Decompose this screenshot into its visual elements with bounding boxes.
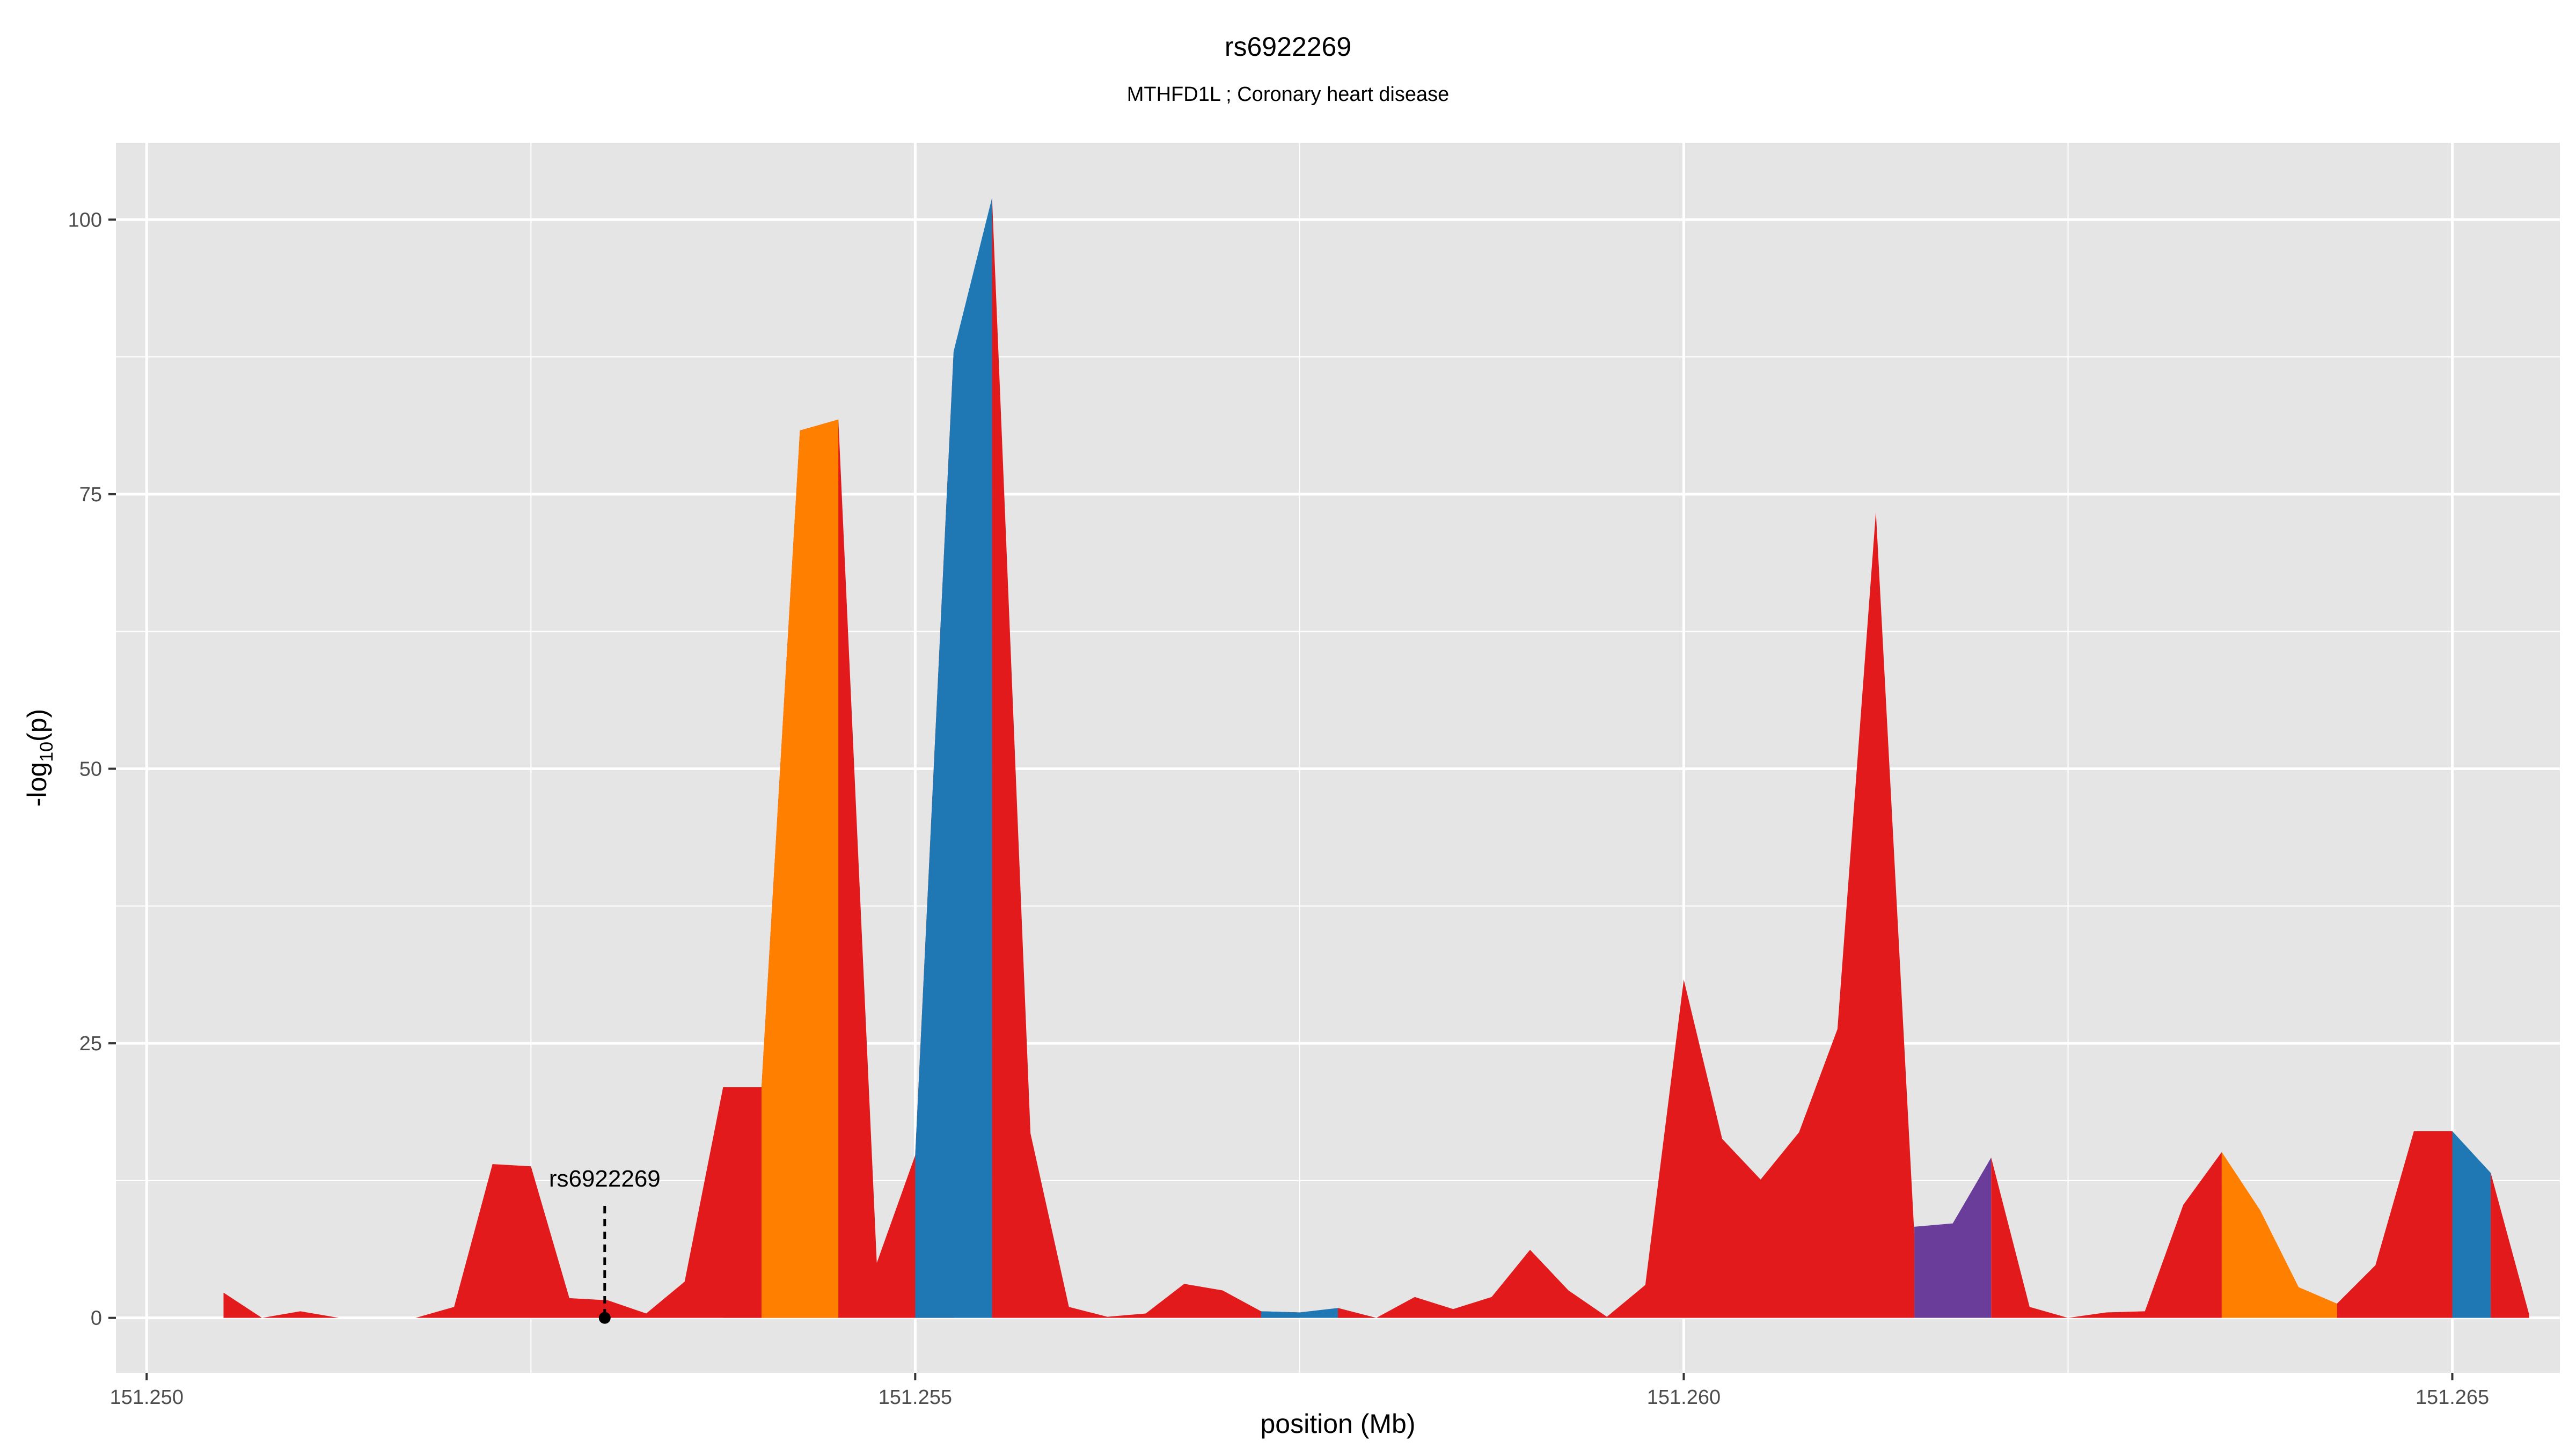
area-segment-red-12 <box>2491 1173 2529 1318</box>
y-axis: 0 25 50 75 100 <box>68 209 116 1330</box>
x-tick-label: 151.265 <box>2416 1386 2489 1409</box>
plot-panel <box>116 143 2560 1373</box>
y-tick-label: 75 <box>79 484 102 506</box>
area-segment-blue-11 <box>2452 1131 2491 1318</box>
y-tick-label: 25 <box>79 1033 102 1055</box>
area-segment-orange-9 <box>2221 1152 2337 1318</box>
area-segment-red-10 <box>2337 1131 2453 1318</box>
area-segment-purple-7 <box>1914 1157 1992 1318</box>
area-segment-orange-2 <box>761 419 839 1318</box>
x-tick-label: 151.255 <box>879 1386 952 1409</box>
minor-gridlines <box>116 143 2560 1373</box>
y-tick-label: 0 <box>91 1307 102 1330</box>
x-axis-label: position (Mb) <box>1261 1409 1416 1439</box>
x-tick-label: 151.250 <box>110 1386 184 1409</box>
annotation-point <box>598 1312 611 1324</box>
x-axis: 151.250 151.255 151.260 151.265 <box>110 1373 2489 1409</box>
chart-subtitle: MTHFD1L ; Coronary heart disease <box>1126 83 1450 106</box>
y-axis-label-sub: 10 <box>36 742 57 762</box>
chart-title: rs6922269 <box>1224 32 1352 62</box>
area-segment-red-6 <box>1338 511 1915 1318</box>
annotation-label: rs6922269 <box>549 1166 661 1192</box>
area-segment-red-0 <box>223 1087 762 1318</box>
x-tick-label: 151.260 <box>1647 1386 1721 1409</box>
y-axis-label-main: -log <box>22 762 52 807</box>
area-segment-blue-3 <box>915 197 992 1318</box>
area-segment-red-8 <box>1991 1152 2222 1318</box>
y-axis-label-tail: (p) <box>22 709 52 742</box>
area-series <box>223 197 2529 1318</box>
y-axis-label: -log10(p) <box>22 709 57 807</box>
annotation-group: rs6922269 <box>549 1166 661 1324</box>
area-segment-red-4 <box>992 197 1300 1318</box>
y-tick-label: 100 <box>68 209 102 231</box>
y-tick-label: 50 <box>79 758 102 780</box>
